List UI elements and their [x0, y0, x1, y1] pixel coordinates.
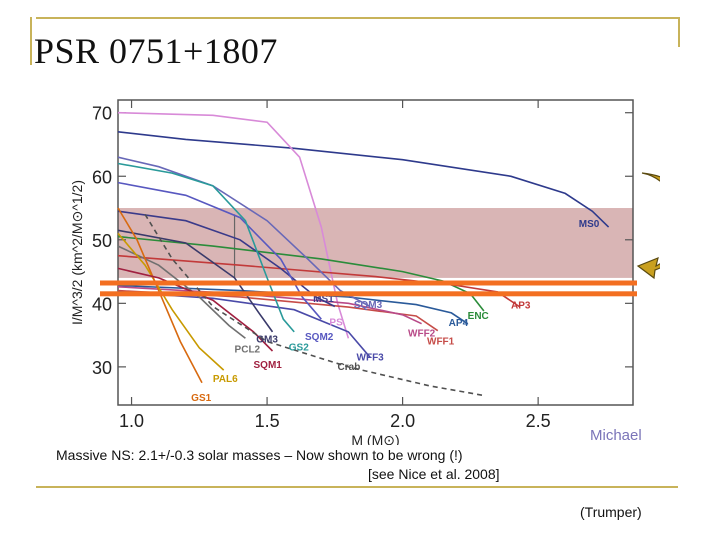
series-sqm3 — [117, 156, 371, 308]
x-tick-label: 1.0 — [119, 411, 144, 431]
series-gs2 — [117, 162, 295, 333]
orange-reference-line — [100, 280, 637, 286]
x-tick-label: 2.0 — [390, 411, 415, 431]
series-ms1 — [117, 210, 336, 308]
curve-label: WFF2 — [408, 328, 436, 339]
frame-right-rule — [678, 17, 680, 47]
y-tick-label: 70 — [92, 104, 112, 124]
curve-label: MS1 — [313, 294, 334, 305]
series-ps — [117, 111, 350, 339]
slide-title: PSR 0751+1807 — [34, 31, 278, 71]
frame-top-rule — [36, 17, 678, 19]
frame-bottom-rule — [36, 486, 678, 488]
curve-label: Crab — [338, 362, 361, 373]
curved-arrow-icon — [636, 172, 660, 280]
frame-left-rule — [30, 17, 32, 65]
curve-label: AP3 — [511, 300, 531, 311]
eos-chart: 30 40 50 60 70 1.0 1.5 2.0 2.5 M (M⊙) I/M^3/2 (km^… — [30, 90, 660, 445]
y-tick-label: 60 — [92, 167, 112, 187]
curve-label: AP4 — [449, 318, 469, 329]
curve-label: SQM3 — [354, 300, 383, 311]
series-sqm1 — [117, 267, 274, 352]
curve-label: GS2 — [289, 342, 309, 353]
caption-line-1: Massive NS: 2.1+/-0.3 solar masses – Now… — [56, 447, 463, 463]
y-tick-label: 30 — [92, 358, 112, 378]
constraint-band — [118, 208, 633, 278]
curve-label: ENC — [468, 311, 489, 322]
series-ms0 — [117, 131, 610, 228]
y-axis-label: I/M^3/2 (km^2/M⊙^1/2) — [69, 180, 85, 325]
y-tick-label: 40 — [92, 294, 112, 314]
curve-label: GS1 — [191, 393, 211, 404]
series-ap4 — [117, 284, 469, 325]
curve-label: GM3 — [256, 335, 278, 346]
x-tick-label: 2.5 — [526, 411, 551, 431]
series-gm3 — [117, 229, 274, 333]
curve-label: MS0 — [579, 219, 600, 230]
curve-label: WFF3 — [357, 353, 385, 364]
curve-label: SQM1 — [254, 360, 283, 371]
curve-label: PAL6 — [213, 374, 238, 385]
series-pal6 — [117, 232, 225, 371]
series-sqm2 — [117, 181, 322, 320]
curve-label: WFF1 — [427, 337, 455, 348]
x-axis-label: M (M⊙) — [351, 432, 399, 445]
curve-label: PS — [329, 318, 343, 329]
caption-line-2: [see Nice et al. 2008] — [368, 466, 500, 482]
orange-reference-line — [100, 291, 637, 297]
plot-frame — [117, 99, 634, 406]
curve-label: SQM2 — [305, 332, 334, 343]
source-attribution: (Trumper) — [580, 504, 642, 520]
curve-label: PCL2 — [235, 344, 261, 355]
y-tick-label: 50 — [92, 231, 112, 251]
image-credit: Michael — [590, 427, 642, 444]
x-tick-label: 1.5 — [255, 411, 280, 431]
series-gs1 — [117, 207, 203, 384]
